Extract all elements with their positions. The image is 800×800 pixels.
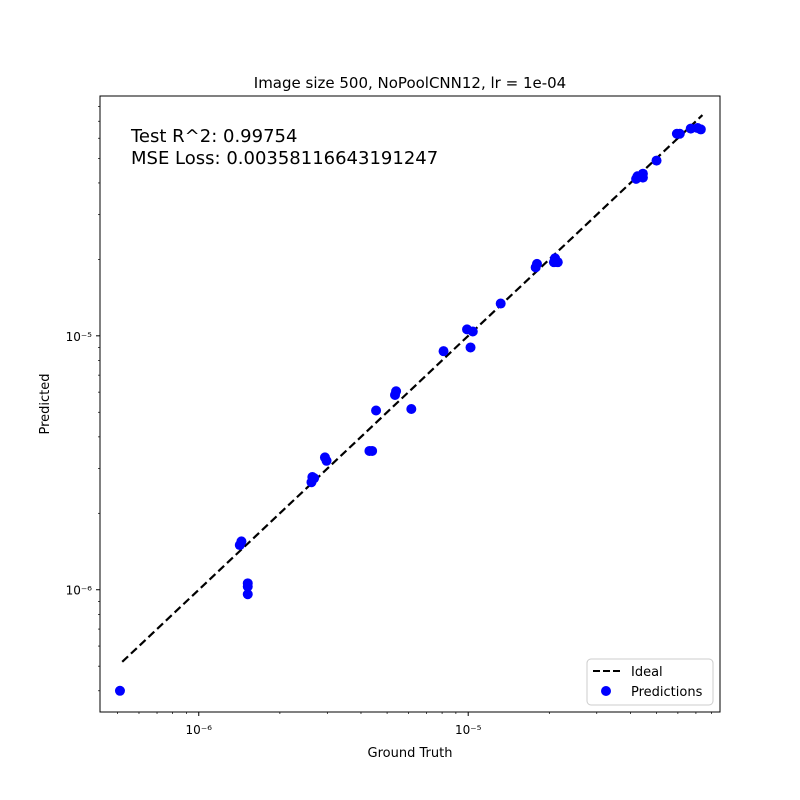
prediction-point bbox=[406, 403, 417, 414]
x-tick-label: 10⁻⁶ bbox=[186, 723, 213, 737]
x-axis: 10⁻⁶ 10⁻⁵ bbox=[117, 712, 712, 737]
prediction-point bbox=[371, 405, 382, 416]
prediction-point bbox=[465, 342, 476, 353]
prediction-point bbox=[391, 386, 402, 397]
y-axis: 10⁻⁶ 10⁻⁵ bbox=[66, 106, 100, 692]
legend-ideal-label: Ideal bbox=[631, 665, 663, 680]
prediction-point bbox=[367, 445, 378, 456]
prediction-point bbox=[531, 258, 542, 269]
ideal-line bbox=[121, 114, 704, 663]
prediction-point bbox=[495, 298, 506, 309]
prediction-point bbox=[242, 589, 253, 600]
prediction-point bbox=[114, 685, 125, 696]
plot-area bbox=[114, 114, 706, 696]
predictions-scatter bbox=[114, 123, 706, 696]
y-tick-label: 10⁻⁶ bbox=[66, 584, 93, 598]
prediction-point bbox=[467, 326, 478, 337]
chart-title: Image size 500, NoPoolCNN12, lr = 1e-04 bbox=[254, 74, 566, 92]
prediction-point bbox=[236, 536, 247, 547]
prediction-point bbox=[695, 124, 706, 135]
prediction-point bbox=[242, 581, 253, 592]
plot-frame bbox=[99, 95, 721, 713]
x-axis-label: Ground Truth bbox=[368, 746, 453, 761]
r2-annotation: Test R^2: 0.99754 bbox=[130, 126, 297, 147]
prediction-point bbox=[674, 128, 685, 139]
prediction-point bbox=[321, 455, 332, 466]
prediction-point bbox=[651, 155, 662, 166]
prediction-point bbox=[309, 473, 320, 484]
prediction-point bbox=[438, 346, 449, 357]
x-tick-label: 10⁻⁵ bbox=[455, 723, 482, 737]
y-tick-label: 10⁻⁵ bbox=[66, 330, 93, 344]
legend-predictions-swatch bbox=[601, 686, 611, 696]
mse-annotation: MSE Loss: 0.00358116643191247 bbox=[131, 148, 438, 169]
prediction-point bbox=[637, 168, 648, 179]
legend-predictions-label: Predictions bbox=[631, 685, 703, 700]
legend: Ideal Predictions bbox=[586, 658, 714, 706]
prediction-point bbox=[552, 257, 563, 268]
y-axis-label: Predicted bbox=[38, 373, 53, 434]
